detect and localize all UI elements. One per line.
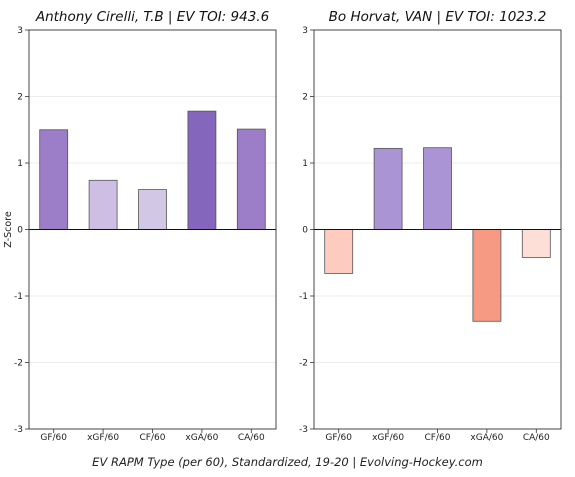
- y-tick-label: -2: [299, 359, 308, 369]
- x-tick-label: xGF/60: [372, 433, 404, 443]
- x-tick-label: CA/60: [523, 433, 550, 443]
- x-tick-label: CA/60: [238, 433, 265, 443]
- footer-caption: EV RAPM Type (per 60), Standardized, 19-…: [92, 455, 483, 469]
- y-tick-label: -2: [14, 359, 23, 369]
- bar-gf-60: [39, 129, 69, 230]
- y-tick-label: 3: [302, 26, 308, 36]
- y-tick-label: 3: [17, 26, 23, 36]
- y-tick-label: 1: [17, 159, 23, 169]
- chart-panel-1: Anthony Cirelli, T.B | EV TOI: 943.6 -3 -2…: [14, 9, 277, 443]
- x-tick-label: xGA/60: [470, 433, 503, 443]
- x-tick-label: CF/60: [425, 433, 451, 443]
- chart-panel-2: Bo Horvat, VAN | EV TOI: 1023.2 -3 -2 -1 0 1 2…: [299, 9, 562, 443]
- x-tick-label: CF/60: [140, 433, 166, 443]
- bar-ca-60: [236, 128, 266, 230]
- y-tick-label: 1: [302, 159, 308, 169]
- panel-title-2: Bo Horvat, VAN | EV TOI: 1023.2: [329, 9, 547, 25]
- x-tick-label: GF/60: [40, 433, 67, 443]
- bar-cf-60: [423, 147, 452, 230]
- y-tick-label: 0: [17, 226, 23, 236]
- bar-xgf-60: [88, 179, 118, 230]
- y-tick-label: -1: [299, 292, 308, 302]
- panel-title-1: Anthony Cirelli, T.B | EV TOI: 943.6: [35, 9, 269, 25]
- x-tick-label: xGA/60: [185, 433, 218, 443]
- y-axis-label: Z-Score: [3, 211, 14, 248]
- y-tick-label: -3: [14, 425, 23, 435]
- y-tick-label: 2: [17, 93, 23, 103]
- y-tick-label: 2: [302, 93, 308, 103]
- y-tick-label: -1: [14, 292, 23, 302]
- x-tick-label: GF/60: [325, 433, 352, 443]
- bar-xga-60: [187, 110, 217, 230]
- x-tick-label: xGF/60: [87, 433, 119, 443]
- bar-xga-60: [472, 229, 502, 322]
- bar-gf-60: [324, 229, 354, 274]
- y-tick-label: 0: [302, 226, 308, 236]
- bar-ca-60: [521, 229, 551, 258]
- bar-xgf-60: [373, 147, 403, 230]
- y-tick-label: -3: [299, 425, 308, 435]
- bar-cf-60: [138, 189, 167, 230]
